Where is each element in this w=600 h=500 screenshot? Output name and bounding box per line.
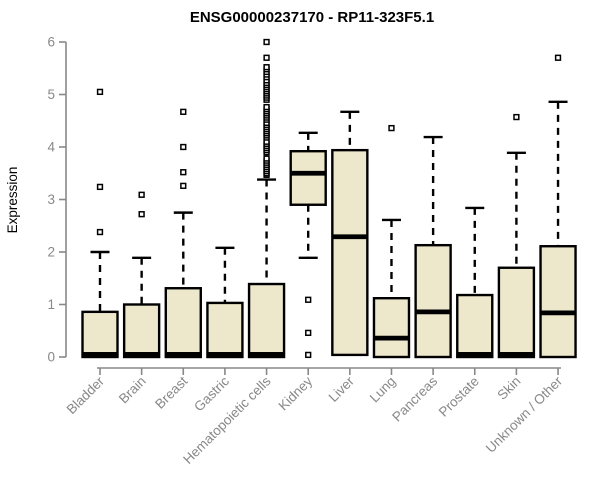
- x-axis-category-label: Pancreas: [389, 373, 440, 424]
- box-group-liver: [331, 110, 369, 357]
- y-axis-tick-label: 3: [47, 192, 55, 207]
- outlier-point: [305, 351, 312, 359]
- y-axis-tick-label: 4: [47, 140, 55, 155]
- x-axis-category-label: Skin: [494, 374, 523, 403]
- x-axis-category-label: Liver: [326, 373, 358, 405]
- y-axis-label: Expression: [5, 167, 20, 234]
- outlier-point: [96, 88, 104, 96]
- outlier-point: [180, 182, 187, 189]
- y-axis-tick-label: 0: [47, 350, 55, 365]
- box-iqr: [372, 297, 411, 359]
- box-group-gastric: [206, 246, 244, 359]
- outlier-point: [263, 103, 270, 111]
- y-axis-tick-label: 6: [47, 35, 55, 50]
- outlier-point: [96, 228, 104, 236]
- box-iqr: [456, 293, 494, 359]
- box-iqr: [289, 149, 327, 206]
- outlier-point: [180, 108, 187, 115]
- outlier-point: [263, 38, 270, 46]
- x-axis-category-label: Breast: [152, 373, 190, 411]
- box-group-lung: [372, 124, 411, 359]
- box-group-skin: [497, 113, 536, 359]
- outlier-point: [263, 155, 270, 162]
- box-iqr: [497, 266, 536, 359]
- box-group-unknown-other: [539, 54, 577, 359]
- outlier-point: [305, 329, 312, 337]
- outlier-point: [180, 143, 187, 151]
- box-iqr: [206, 301, 244, 359]
- x-axis-category-label: Brain: [116, 374, 149, 407]
- x-axis-category-label: Kidney: [276, 373, 316, 413]
- y-axis-tick-label: 5: [47, 87, 55, 102]
- box-iqr: [539, 245, 577, 359]
- outlier-point: [305, 296, 312, 303]
- box-series: [81, 38, 577, 359]
- outlier-point: [138, 211, 145, 218]
- box-group-bladder: [81, 88, 119, 359]
- box-iqr: [331, 148, 369, 357]
- box-iqr: [122, 303, 161, 359]
- x-axis-category-label: Gastric: [191, 373, 232, 414]
- x-axis-category-label: Bladder: [64, 373, 108, 417]
- outlier-point: [180, 169, 187, 176]
- outlier-point: [263, 54, 270, 61]
- box-group-prostate: [456, 206, 494, 359]
- box-group-brain: [122, 191, 161, 359]
- box-iqr: [164, 287, 202, 359]
- outlier-point: [554, 54, 562, 61]
- outlier-point: [388, 124, 395, 132]
- box-group-hematopoietic-cells: [247, 38, 286, 359]
- box-group-breast: [164, 108, 202, 359]
- x-axis-category-label: Prostate: [436, 374, 482, 420]
- x-axis-category-label: Unknown / Other: [483, 373, 566, 456]
- box-iqr: [247, 282, 286, 359]
- x-axis-category-label: Lung: [367, 374, 399, 406]
- outlier-point: [513, 113, 520, 121]
- outlier-point: [263, 64, 270, 71]
- outlier-point: [96, 183, 104, 191]
- box-group-kidney: [289, 131, 327, 359]
- y-axis-tick-label: 1: [47, 297, 55, 312]
- outlier-point: [138, 191, 145, 198]
- y-axis-tick-label: 2: [47, 245, 55, 260]
- chart-title: ENSG00000237170 - RP11-323F5.1: [190, 9, 434, 26]
- box-group-pancreas: [414, 135, 452, 359]
- box-iqr: [414, 243, 452, 359]
- box-iqr: [81, 310, 119, 359]
- y-axis: 0 1 2 3 4 5 6: [47, 35, 67, 365]
